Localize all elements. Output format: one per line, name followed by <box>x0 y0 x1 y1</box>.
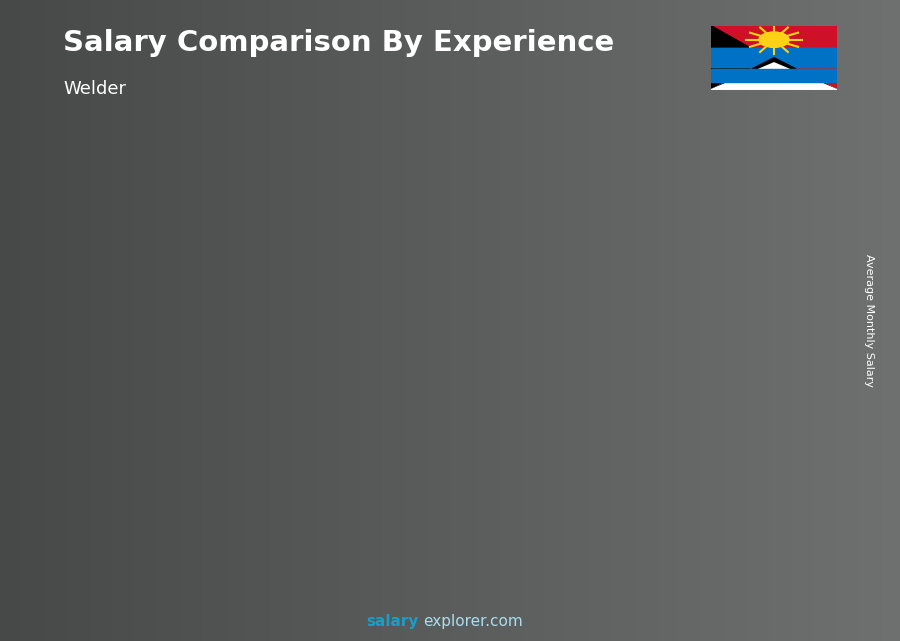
Circle shape <box>759 32 789 47</box>
Polygon shape <box>333 392 415 401</box>
Polygon shape <box>405 392 415 558</box>
Polygon shape <box>765 236 775 558</box>
Bar <box>711 48 837 67</box>
Text: 20+ Years: 20+ Years <box>690 580 777 595</box>
Bar <box>213 454 216 558</box>
Text: 2 to 5: 2 to 5 <box>229 580 279 595</box>
Text: < 2 Years: < 2 Years <box>94 580 175 595</box>
Text: 0 XCD: 0 XCD <box>567 278 605 291</box>
Polygon shape <box>711 58 837 90</box>
Bar <box>573 297 576 558</box>
Text: +nan%: +nan% <box>147 399 206 413</box>
Text: 0 XCD: 0 XCD <box>207 434 245 447</box>
Polygon shape <box>693 236 775 246</box>
Polygon shape <box>711 26 768 90</box>
Bar <box>573 297 645 558</box>
Bar <box>93 506 96 558</box>
Polygon shape <box>711 63 837 90</box>
Polygon shape <box>165 496 175 558</box>
Text: 0 XCD: 0 XCD <box>327 382 365 395</box>
Polygon shape <box>573 288 654 297</box>
Text: 0 XCD: 0 XCD <box>87 486 125 499</box>
Polygon shape <box>93 496 175 506</box>
Text: 5 to 10: 5 to 10 <box>344 580 404 595</box>
Bar <box>693 246 696 558</box>
Text: 0 XCD: 0 XCD <box>687 226 725 239</box>
Text: salary: salary <box>366 614 418 629</box>
Text: 10 to 15: 10 to 15 <box>458 580 529 595</box>
Bar <box>333 401 405 558</box>
Bar <box>333 401 336 558</box>
Text: explorer.com: explorer.com <box>423 614 523 629</box>
Polygon shape <box>711 58 837 90</box>
Polygon shape <box>453 340 535 349</box>
Text: Average Monthly Salary: Average Monthly Salary <box>863 254 874 387</box>
Text: +nan%: +nan% <box>507 223 566 238</box>
Polygon shape <box>645 288 654 558</box>
Text: +nan%: +nan% <box>386 281 446 296</box>
Polygon shape <box>213 444 294 454</box>
Text: Welder: Welder <box>63 80 126 98</box>
Text: 15 to 20: 15 to 20 <box>579 580 649 595</box>
Polygon shape <box>525 340 535 558</box>
Bar <box>93 506 165 558</box>
Bar <box>453 349 456 558</box>
Text: 0 XCD: 0 XCD <box>447 330 485 343</box>
Text: Salary Comparison By Experience: Salary Comparison By Experience <box>63 29 614 57</box>
Text: +nan%: +nan% <box>626 165 687 179</box>
Bar <box>453 349 525 558</box>
Bar <box>711 48 837 67</box>
Polygon shape <box>285 444 294 558</box>
Bar <box>711 69 837 82</box>
Text: +nan%: +nan% <box>266 340 327 355</box>
Bar <box>213 454 285 558</box>
Bar <box>693 246 765 558</box>
